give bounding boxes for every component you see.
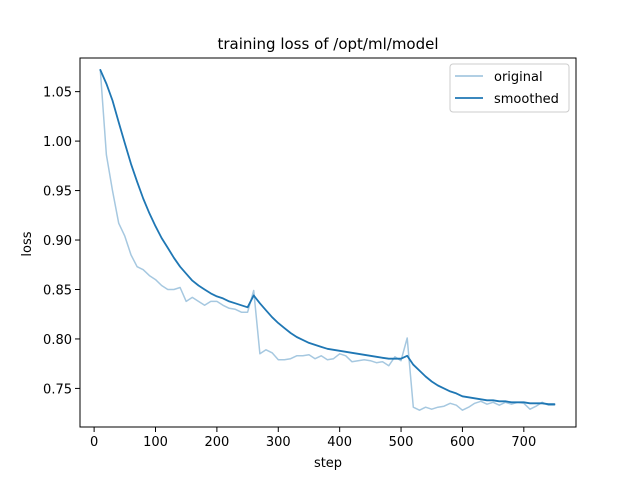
- y-tick-label: 0.95: [43, 185, 72, 200]
- x-tick-label: 600: [450, 435, 475, 450]
- legend: original smoothed: [449, 63, 570, 113]
- x-tick-label: 0: [90, 435, 98, 450]
- x-tick-label: 400: [327, 435, 352, 450]
- y-tick-label: 0.90: [43, 234, 72, 249]
- x-tick-label: 200: [204, 435, 229, 450]
- series-line-original: [99, 69, 556, 411]
- legend-label-original: original: [494, 70, 543, 85]
- series-layer: [99, 69, 556, 411]
- y-tick-label: 1.00: [43, 135, 72, 150]
- chart-title: training loss of /opt/ml/model: [217, 35, 438, 53]
- x-axis-ticks: 0 100 200 300 400 500 600 700: [90, 427, 536, 450]
- x-tick-label: 700: [511, 435, 536, 450]
- x-axis-label: step: [314, 456, 342, 471]
- y-axis-ticks: 0.75 0.80 0.85 0.90 0.95 1.00 1.05: [43, 86, 80, 397]
- y-axis-label: loss: [20, 231, 35, 256]
- y-tick-label: 0.80: [43, 333, 72, 348]
- x-tick-label: 500: [389, 435, 414, 450]
- y-tick-label: 0.75: [43, 382, 72, 397]
- y-tick-label: 0.85: [43, 283, 72, 298]
- y-tick-label: 1.05: [43, 86, 72, 101]
- legend-label-smoothed: smoothed: [494, 92, 559, 107]
- x-tick-label: 100: [143, 435, 168, 450]
- x-tick-label: 300: [266, 435, 291, 450]
- series-line-smoothed: [99, 69, 556, 406]
- plot-frame: [79, 57, 577, 428]
